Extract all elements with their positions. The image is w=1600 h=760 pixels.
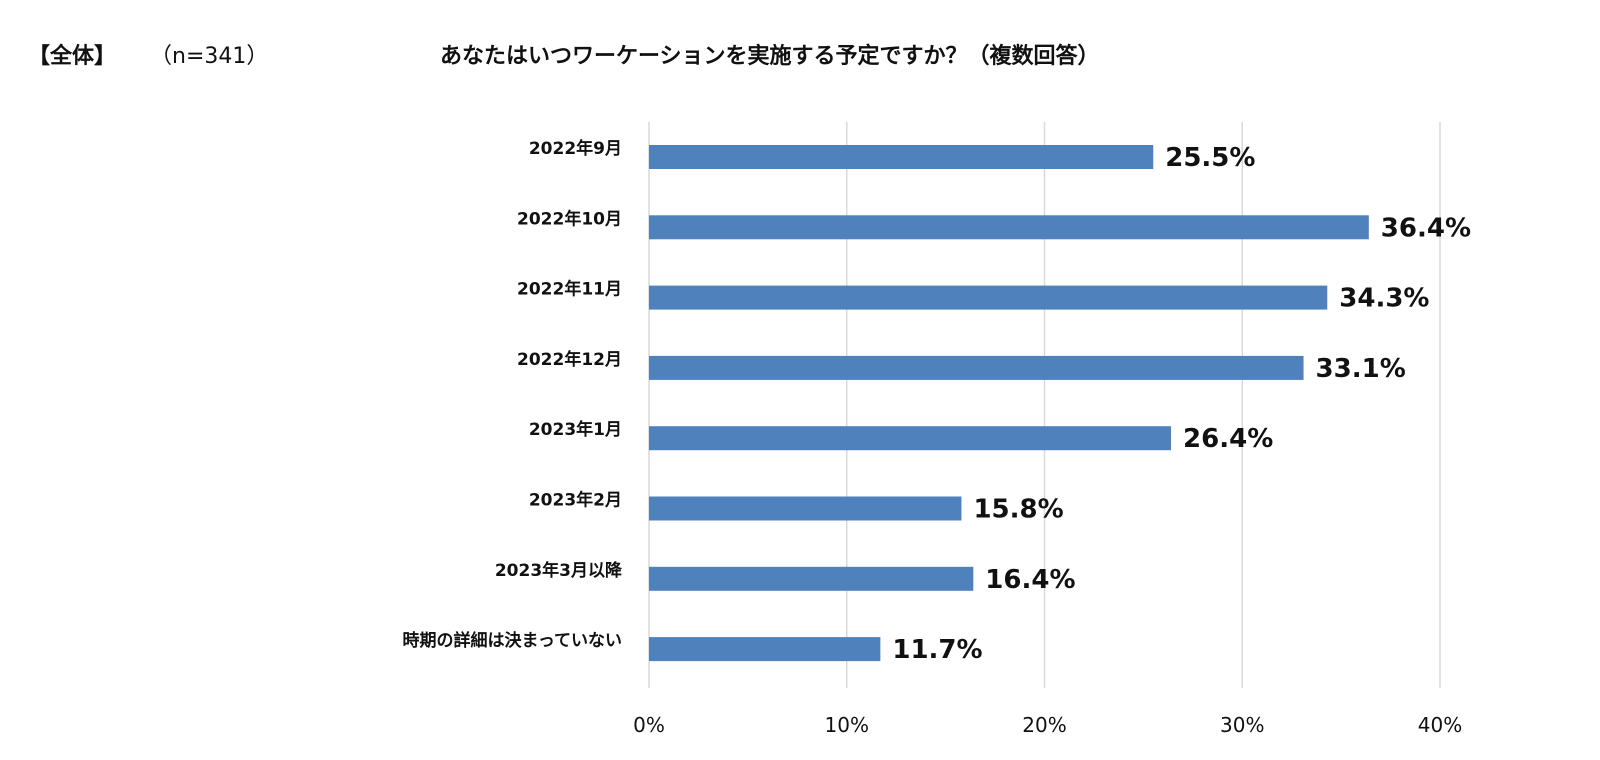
bar: [649, 566, 974, 591]
bar: [649, 145, 1154, 169]
data-label: 26.4%: [1183, 424, 1273, 454]
bar: [649, 355, 1304, 380]
category-label: 2023年1月: [529, 419, 622, 440]
data-label: 36.4%: [1381, 213, 1471, 243]
x-tick-label: 40%: [1418, 713, 1462, 737]
x-tick-label: 20%: [1022, 713, 1066, 737]
category-label: 2022年9月: [529, 138, 622, 159]
data-label: 33.1%: [1316, 354, 1406, 384]
x-tick-label: 10%: [825, 713, 869, 737]
x-tick-label: 0%: [633, 713, 665, 737]
category-label: 2023年3月以降: [495, 560, 623, 581]
data-label: 25.5%: [1165, 143, 1255, 173]
bar: [649, 637, 881, 662]
data-label: 34.3%: [1339, 284, 1429, 314]
category-label: 時期の詳細は決まっていない: [403, 630, 622, 651]
category-label: 2022年11月: [517, 279, 622, 300]
category-label: 2022年10月: [517, 208, 622, 229]
data-label: 15.8%: [973, 495, 1063, 525]
category-label: 2023年2月: [529, 490, 622, 511]
chart-title: あなたはいつワーケーションを実施する予定ですか？（複数回答）: [440, 44, 1100, 69]
x-tick-label: 30%: [1220, 713, 1264, 737]
category-label: 2022年12月: [517, 349, 622, 370]
bar: [649, 215, 1369, 240]
data-label: 11.7%: [892, 635, 982, 665]
bar: [649, 496, 962, 521]
bar: [649, 426, 1172, 451]
segment-label: 【全体】: [28, 44, 117, 69]
bar: [649, 285, 1328, 310]
data-label: 16.4%: [985, 565, 1075, 595]
sample-size-label: （n=341）: [150, 44, 269, 69]
